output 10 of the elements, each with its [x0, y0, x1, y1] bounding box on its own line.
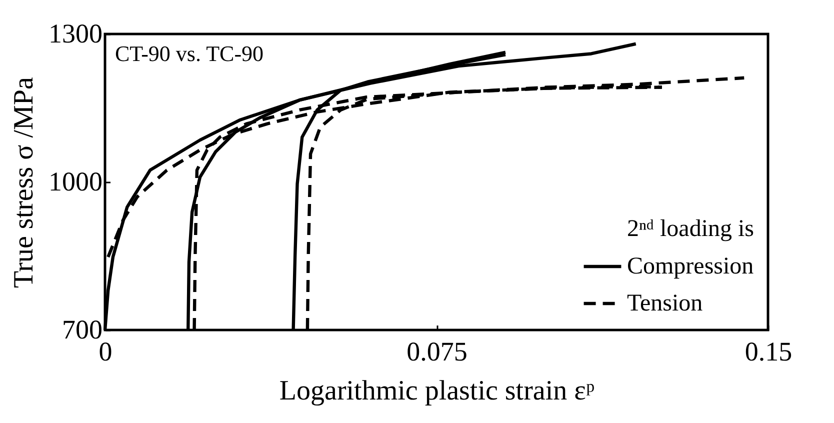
legend-label: Compression	[627, 254, 754, 280]
y-tick-label: 1300	[48, 18, 102, 48]
x-axis-title: Logarithmic plastic strain εᵖ	[279, 376, 595, 406]
y-axis-title: True stress σ /MPa	[8, 76, 40, 288]
annotation: CT-90 vs. TC-90	[115, 41, 264, 66]
x-tick-label: 0.075	[406, 336, 468, 366]
legend-title: 2ⁿᵈ loading is	[626, 216, 754, 242]
legend-label: Tension	[627, 290, 703, 316]
x-tick-label: 0.15	[744, 336, 792, 366]
y-tick-label: 1000	[48, 166, 102, 196]
